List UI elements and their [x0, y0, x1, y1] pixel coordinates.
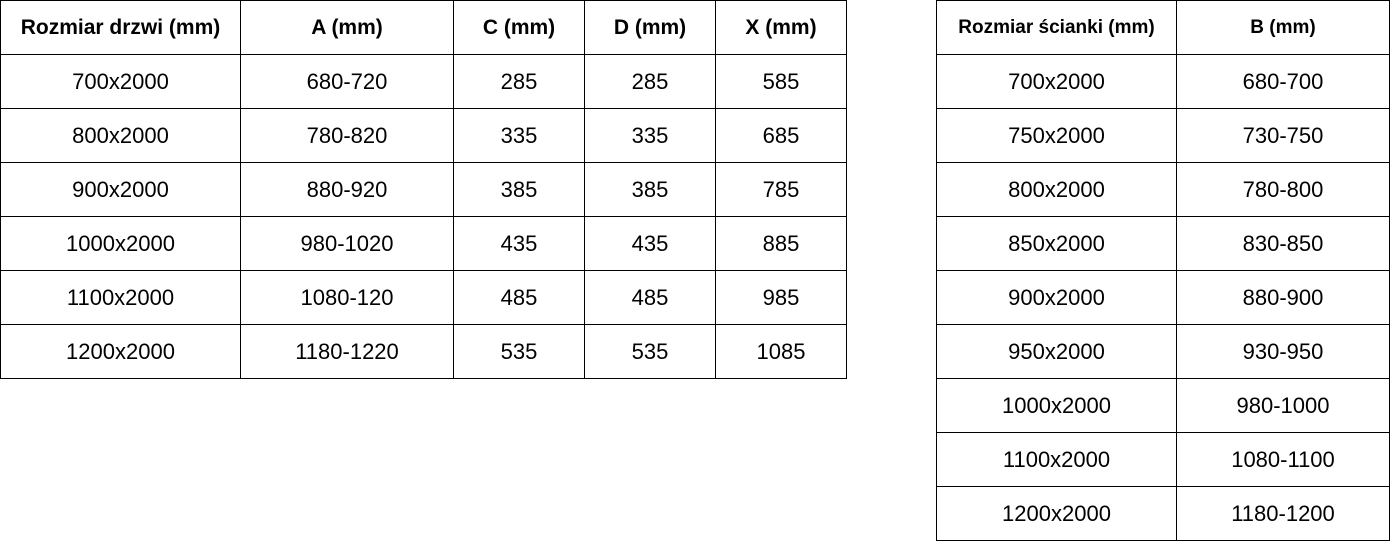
- table-cell: 535: [584, 324, 716, 379]
- table-cell: 535: [453, 324, 585, 379]
- table-row: 1100x2000 1080-120 485 485 985: [0, 270, 847, 325]
- wall-size-table: Rozmiar ścianki (mm) B (mm) 700x2000 680-7…: [936, 0, 1390, 541]
- table-row: 750x2000 730-750: [936, 108, 1390, 163]
- table-row: 900x2000 880-900: [936, 270, 1390, 325]
- table-cell: 880-900: [1176, 270, 1390, 325]
- table-row: 900x2000 880-920 385 385 785: [0, 162, 847, 217]
- table-cell: 1180-1200: [1176, 486, 1390, 541]
- table-cell: 750x2000: [936, 108, 1177, 163]
- table-cell: 780-820: [240, 108, 454, 163]
- table-cell: 800x2000: [936, 162, 1177, 217]
- table-cell: 1180-1220: [240, 324, 454, 379]
- column-header: D (mm): [584, 0, 716, 55]
- table-cell: 585: [715, 54, 847, 109]
- table-cell: 435: [584, 216, 716, 271]
- table-cell: 800x2000: [0, 108, 241, 163]
- table-cell: 1100x2000: [936, 432, 1177, 487]
- table-cell: 435: [453, 216, 585, 271]
- table-cell: 780-800: [1176, 162, 1390, 217]
- table-cell: 285: [584, 54, 716, 109]
- table-cell: 900x2000: [936, 270, 1177, 325]
- column-header: Rozmiar drzwi (mm): [0, 0, 241, 55]
- table-cell: 1000x2000: [936, 378, 1177, 433]
- table-cell: 980-1000: [1176, 378, 1390, 433]
- table-cell: 385: [453, 162, 585, 217]
- table-cell: 985: [715, 270, 847, 325]
- table-row: 800x2000 780-820 335 335 685: [0, 108, 847, 163]
- column-header: C (mm): [453, 0, 585, 55]
- column-header: X (mm): [715, 0, 847, 55]
- table-row: 1200x2000 1180-1200: [936, 486, 1390, 541]
- door-size-table: Rozmiar drzwi (mm) A (mm) C (mm) D (mm) X (m…: [0, 0, 847, 379]
- table-row: 800x2000 780-800: [936, 162, 1390, 217]
- table-cell: 700x2000: [0, 54, 241, 109]
- table-cell: 700x2000: [936, 54, 1177, 109]
- table-cell: 335: [453, 108, 585, 163]
- table-cell: 830-850: [1176, 216, 1390, 271]
- column-header: Rozmiar ścianki (mm): [936, 0, 1177, 55]
- table-row: 850x2000 830-850: [936, 216, 1390, 271]
- table-row: 1000x2000 980-1000: [936, 378, 1390, 433]
- table-cell: 730-750: [1176, 108, 1390, 163]
- table-cell: 850x2000: [936, 216, 1177, 271]
- table-row: 1000x2000 980-1020 435 435 885: [0, 216, 847, 271]
- table-cell: 885: [715, 216, 847, 271]
- table-cell: 1200x2000: [0, 324, 241, 379]
- table-cell: 785: [715, 162, 847, 217]
- table-cell: 880-920: [240, 162, 454, 217]
- table-row: 700x2000 680-720 285 285 585: [0, 54, 847, 109]
- table-cell: 285: [453, 54, 585, 109]
- table-row: 1200x2000 1180-1220 535 535 1085: [0, 324, 847, 379]
- table-cell: 685: [715, 108, 847, 163]
- table-cell: 485: [584, 270, 716, 325]
- table-cell: 1085: [715, 324, 847, 379]
- table-cell: 1200x2000: [936, 486, 1177, 541]
- table-row: 1100x2000 1080-1100: [936, 432, 1390, 487]
- table-cell: 680-700: [1176, 54, 1390, 109]
- table-cell: 1080-120: [240, 270, 454, 325]
- table-header-row: Rozmiar ścianki (mm) B (mm): [936, 0, 1390, 55]
- table-cell: 680-720: [240, 54, 454, 109]
- table-cell: 980-1020: [240, 216, 454, 271]
- table-row: 950x2000 930-950: [936, 324, 1390, 379]
- table-row: 700x2000 680-700: [936, 54, 1390, 109]
- table-cell: 1100x2000: [0, 270, 241, 325]
- table-cell: 385: [584, 162, 716, 217]
- table-header-row: Rozmiar drzwi (mm) A (mm) C (mm) D (mm) X (m…: [0, 0, 847, 55]
- table-cell: 950x2000: [936, 324, 1177, 379]
- table-cell: 1080-1100: [1176, 432, 1390, 487]
- table-cell: 1000x2000: [0, 216, 241, 271]
- table-cell: 900x2000: [0, 162, 241, 217]
- column-header: B (mm): [1176, 0, 1390, 55]
- table-cell: 485: [453, 270, 585, 325]
- table-cell: 335: [584, 108, 716, 163]
- table-cell: 930-950: [1176, 324, 1390, 379]
- column-header: A (mm): [240, 0, 454, 55]
